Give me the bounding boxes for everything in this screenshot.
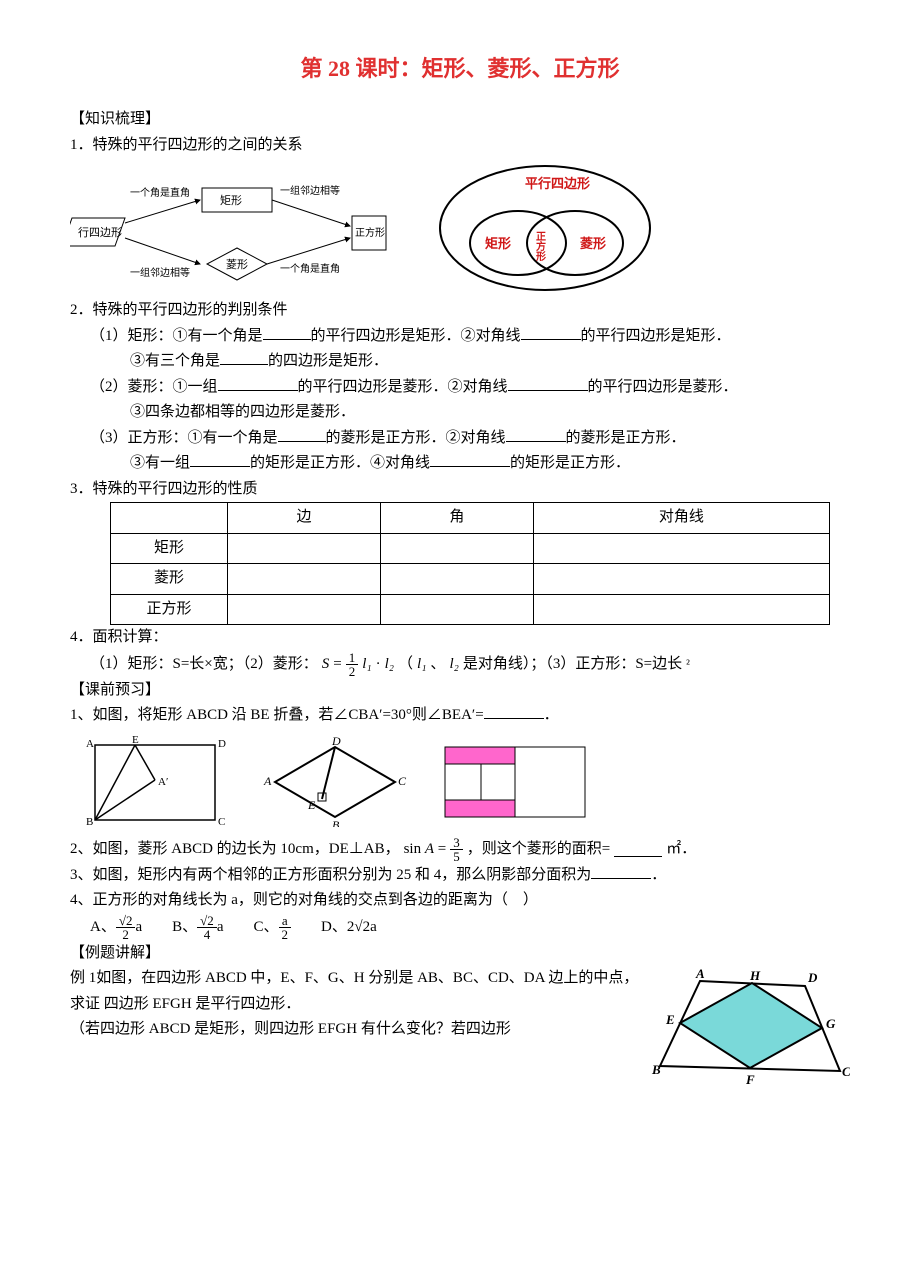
area-formula: （1）矩形：S=长×宽；（2）菱形： S= 12 l₁·l₂ （l₁、l₂是对角… [70, 651, 850, 678]
svg-text:H: H [749, 968, 761, 983]
svg-text:行四边形: 行四边形 [78, 226, 122, 239]
svg-text:形: 形 [536, 251, 546, 263]
line: （3）正方形：①有一个角是的菱形是正方形．②对角线的菱形是正方形． [70, 426, 850, 452]
section-head: 2．特殊的平行四边形的判别条件 [70, 298, 850, 324]
svg-text:B: B [651, 1062, 661, 1077]
svg-text:B: B [332, 818, 340, 827]
options: A、√22a B、√24a C、a2 D、2√2a [70, 914, 850, 941]
svg-text:C: C [398, 774, 407, 788]
question: 1、如图，将矩形 ABCD 沿 BE 折叠，若∠CBA′=30°则∠BEA′=． [70, 703, 850, 729]
svg-text:一个角是直角: 一个角是直角 [280, 262, 340, 275]
properties-table: 边 角 对角线 矩形 菱形 正方形 [110, 502, 830, 625]
svg-text:F: F [745, 1072, 755, 1086]
svg-text:D: D [331, 737, 341, 748]
svg-text:E: E [307, 798, 316, 812]
svg-text:平行四边形: 平行四边形 [525, 176, 590, 191]
flow-diagram: 行四边形 一个角是直角 一组邻边相等 矩形 菱形 一组邻边相等 一个角是直角 正… [70, 168, 410, 288]
section-head: 【知识梳理】 [70, 107, 850, 133]
svg-text:菱形: 菱形 [226, 258, 248, 271]
question: 2、如图，菱形 ABCD 的边长为 10cm，DE⊥AB， sin A = 35… [70, 836, 850, 863]
svg-text:一个角是直角: 一个角是直角 [130, 186, 190, 199]
svg-text:D: D [807, 970, 818, 985]
line: ③有三个角是的四边形是矩形． [70, 349, 850, 375]
svg-text:菱形: 菱形 [580, 236, 606, 251]
svg-text:矩形: 矩形 [484, 236, 511, 251]
line: （1）矩形：①有一个角是的平行四边形是矩形．②对角线的平行四边形是矩形． [70, 324, 850, 350]
svg-text:A: A [695, 966, 705, 981]
fold-figure: A B C D E A′ [80, 735, 230, 830]
item: 1．特殊的平行四边形的之间的关系 [70, 133, 850, 159]
svg-text:D: D [218, 738, 226, 750]
rhombus-figure: A B C D E [260, 737, 410, 827]
svg-text:B: B [86, 816, 93, 828]
svg-text:E: E [132, 735, 139, 746]
page-title: 第 28 课时：矩形、菱形、正方形 [70, 50, 850, 87]
section-head: 3．特殊的平行四边形的性质 [70, 477, 850, 503]
section-head: 4．面积计算： [70, 625, 850, 651]
svg-text:A′: A′ [158, 776, 168, 788]
midpoint-figure: A D C B E H G F [650, 966, 850, 1086]
question: 3、如图，矩形内有两个相邻的正方形面积分别为 25 和 4，那么阴影部分面积为． [70, 863, 850, 889]
svg-text:一组邻边相等: 一组邻边相等 [130, 266, 190, 279]
section-head: 【例题讲解】 [70, 941, 850, 967]
line: （2）菱形：①一组的平行四边形是菱形．②对角线的平行四边形是菱形． [70, 375, 850, 401]
svg-text:一组邻边相等: 一组邻边相等 [280, 184, 340, 197]
venn-diagram: 平行四边形 矩形 菱形 正 方 形 [430, 158, 660, 298]
section-head: 【课前预习】 [70, 678, 850, 704]
line: ③有一组的矩形是正方形．④对角线的矩形是正方形． [70, 451, 850, 477]
svg-text:正方形: 正方形 [355, 226, 385, 239]
svg-text:A: A [263, 774, 272, 788]
svg-text:C: C [842, 1064, 850, 1079]
svg-text:矩形: 矩形 [220, 194, 242, 207]
question: 4、正方形的对角线长为 a，则它的对角线的交点到各边的距离为（ ） [70, 888, 850, 914]
example-text: 例 1如图，在四边形 ABCD 中，E、F、G、H 分别是 AB、BC、CD、D… [70, 966, 640, 1017]
svg-text:E: E [665, 1012, 675, 1027]
squares-figure [440, 742, 590, 822]
svg-text:G: G [826, 1016, 836, 1031]
line: ③四条边都相等的四边形是菱形． [70, 400, 850, 426]
example-text: （若四边形 ABCD 是矩形，则四边形 EFGH 有什么变化？若四边形 [70, 1017, 640, 1043]
svg-text:C: C [218, 816, 225, 828]
svg-text:A: A [86, 738, 94, 750]
